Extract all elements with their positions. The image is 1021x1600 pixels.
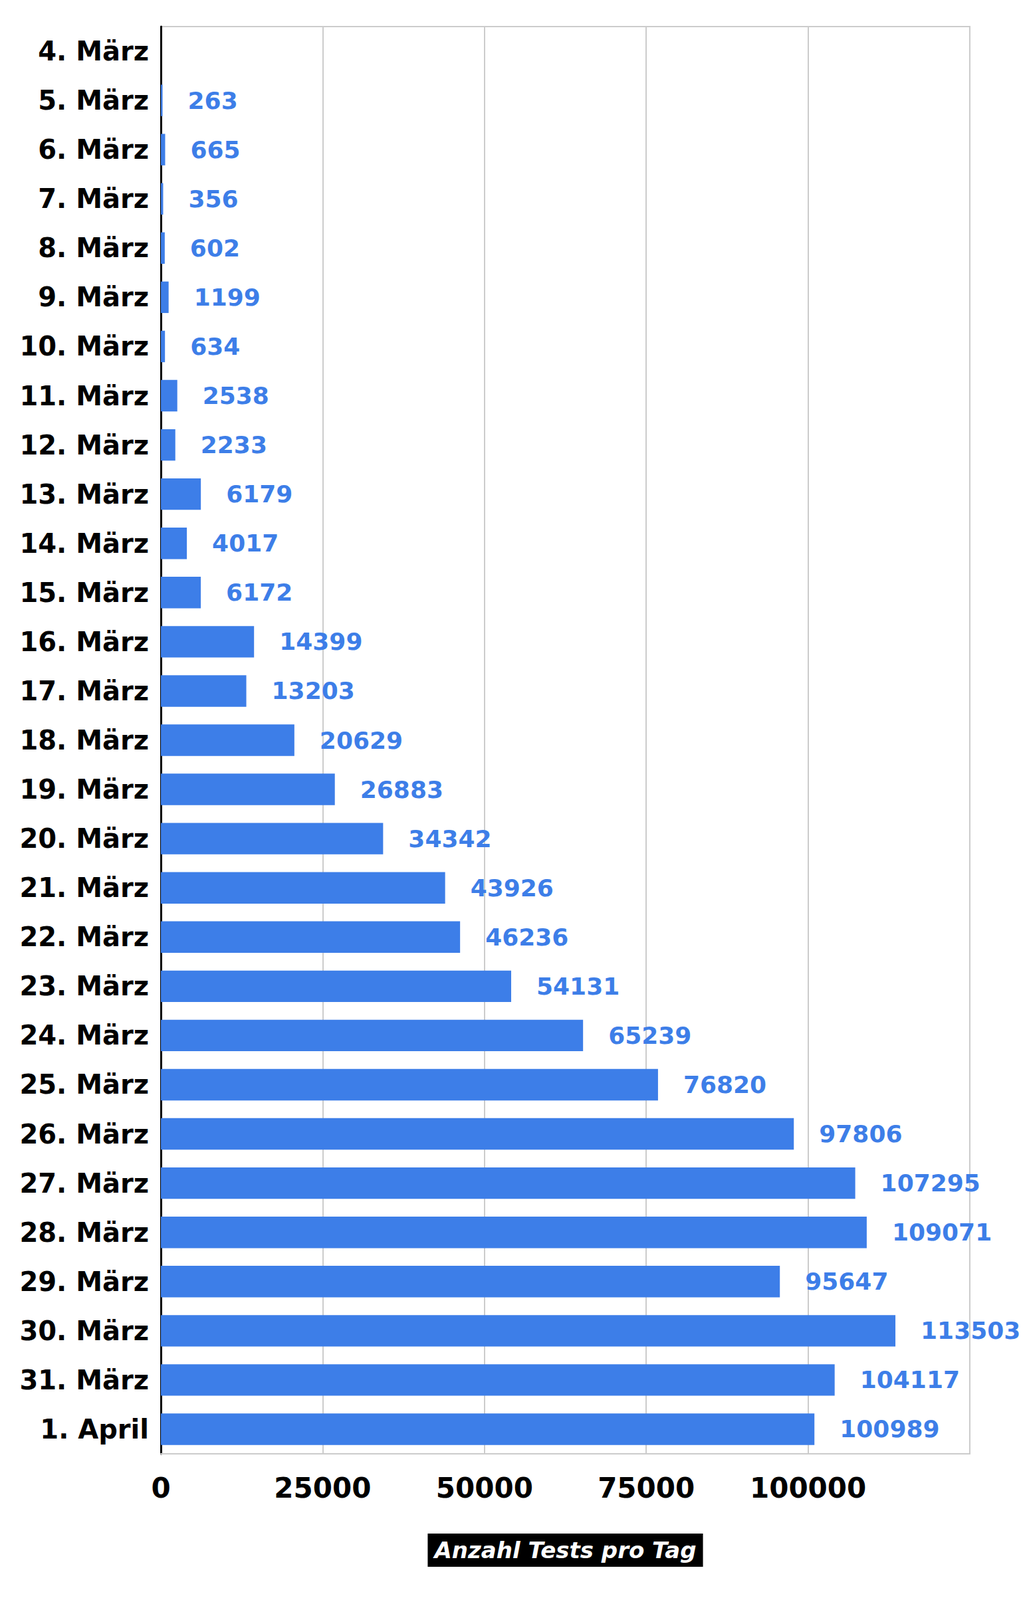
svg-text:30. März: 30. März	[19, 1316, 149, 1347]
svg-text:665: 665	[190, 136, 240, 164]
svg-text:8. März: 8. März	[37, 232, 149, 264]
svg-text:113503: 113503	[920, 1317, 1021, 1345]
svg-text:65239: 65239	[608, 1022, 692, 1050]
svg-text:27. März: 27. März	[19, 1168, 149, 1200]
svg-text:97806: 97806	[818, 1120, 903, 1148]
svg-text:34342: 34342	[408, 825, 492, 853]
svg-text:6. März: 6. März	[37, 134, 149, 165]
svg-text:29. März: 29. März	[19, 1266, 149, 1298]
svg-text:107295: 107295	[880, 1169, 981, 1198]
svg-text:104117: 104117	[860, 1366, 960, 1394]
svg-text:634: 634	[190, 333, 240, 361]
svg-text:356: 356	[188, 185, 238, 213]
svg-text:6172: 6172	[226, 578, 293, 607]
svg-text:23. März: 23. März	[19, 971, 149, 1002]
svg-text:13. März: 13. März	[19, 479, 149, 510]
svg-text:75000: 75000	[597, 1472, 695, 1505]
svg-text:15. März: 15. März	[19, 577, 149, 609]
svg-text:13203: 13203	[271, 677, 355, 705]
svg-text:10. März: 10. März	[19, 331, 149, 362]
svg-text:Anzahl Tests pro Tag: Anzahl Tests pro Tag	[432, 1537, 696, 1565]
svg-text:31. März: 31. März	[19, 1365, 149, 1396]
svg-text:602: 602	[190, 234, 240, 262]
svg-text:0: 0	[150, 1472, 171, 1505]
svg-text:1199: 1199	[194, 283, 261, 312]
svg-text:25. März: 25. März	[19, 1069, 149, 1101]
svg-text:26. März: 26. März	[19, 1119, 149, 1150]
svg-text:43926: 43926	[470, 874, 554, 903]
svg-text:18. März: 18. März	[19, 725, 149, 756]
svg-text:12. März: 12. März	[19, 430, 149, 461]
svg-text:17. März: 17. März	[19, 676, 149, 707]
svg-text:14399: 14399	[279, 628, 363, 656]
svg-text:1. April: 1. April	[39, 1414, 149, 1446]
svg-text:263: 263	[188, 87, 238, 115]
svg-text:100989: 100989	[839, 1415, 940, 1444]
svg-text:20629: 20629	[319, 727, 403, 755]
svg-text:26883: 26883	[360, 776, 444, 804]
svg-text:25000: 25000	[273, 1472, 371, 1505]
svg-text:54131: 54131	[536, 973, 620, 1001]
svg-text:100000: 100000	[749, 1472, 867, 1505]
svg-text:46236: 46236	[485, 923, 569, 952]
svg-text:2538: 2538	[202, 382, 270, 410]
svg-text:16. März: 16. März	[19, 626, 149, 658]
svg-text:7. März: 7. März	[37, 183, 149, 215]
svg-text:4. März: 4. März	[37, 35, 149, 67]
svg-text:19. März: 19. März	[19, 774, 149, 805]
svg-text:22. März: 22. März	[19, 921, 149, 953]
svg-text:24. März: 24. März	[19, 1020, 149, 1051]
svg-text:2233: 2233	[200, 431, 268, 459]
svg-text:109071: 109071	[892, 1219, 992, 1247]
svg-text:14. März: 14. März	[19, 528, 149, 560]
svg-text:21. März: 21. März	[19, 872, 149, 904]
svg-text:4017: 4017	[212, 529, 279, 558]
svg-text:5. März: 5. März	[37, 85, 149, 116]
svg-text:11. März: 11. März	[19, 380, 149, 412]
svg-text:28. März: 28. März	[19, 1217, 149, 1249]
svg-text:50000: 50000	[436, 1472, 534, 1505]
svg-text:9. März: 9. März	[37, 281, 149, 313]
svg-text:95647: 95647	[804, 1268, 889, 1296]
svg-text:76820: 76820	[683, 1071, 767, 1099]
svg-text:20. März: 20. März	[19, 823, 149, 855]
svg-text:6179: 6179	[226, 480, 293, 508]
